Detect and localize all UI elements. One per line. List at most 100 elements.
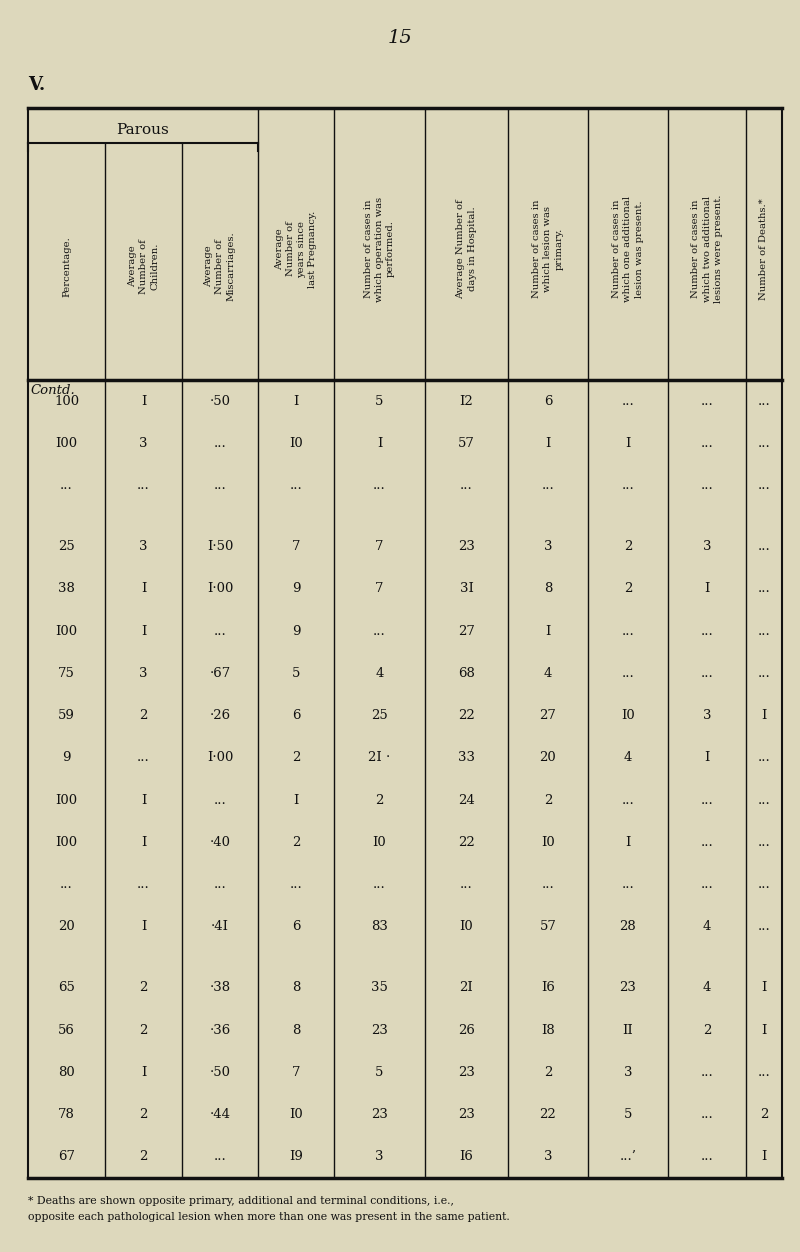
Text: 22: 22 xyxy=(458,836,475,849)
Text: 38: 38 xyxy=(58,582,75,596)
Text: 2: 2 xyxy=(703,1024,711,1037)
Text: 3: 3 xyxy=(139,667,148,680)
Text: 5: 5 xyxy=(375,1065,384,1079)
Text: ...: ... xyxy=(701,480,714,492)
Text: I: I xyxy=(141,1065,146,1079)
Text: 27: 27 xyxy=(539,709,557,722)
Text: 5: 5 xyxy=(375,394,384,408)
Text: I: I xyxy=(762,982,766,994)
Text: 65: 65 xyxy=(58,982,75,994)
Text: 25: 25 xyxy=(371,709,388,722)
Text: I00: I00 xyxy=(55,794,78,806)
Text: Number of cases in
which one additional
lesion was present.: Number of cases in which one additional … xyxy=(613,197,643,302)
Text: ...: ... xyxy=(758,878,770,891)
Text: ·50: ·50 xyxy=(210,394,230,408)
Text: 2: 2 xyxy=(624,541,632,553)
Text: 2: 2 xyxy=(292,751,300,765)
Text: ·44: ·44 xyxy=(210,1108,230,1122)
Text: 3: 3 xyxy=(624,1065,632,1079)
Text: 24: 24 xyxy=(458,794,475,806)
Text: ...: ... xyxy=(758,751,770,765)
Text: ...: ... xyxy=(214,878,226,891)
Text: ...: ... xyxy=(758,920,770,933)
Text: I6: I6 xyxy=(459,1151,474,1163)
Text: 78: 78 xyxy=(58,1108,75,1122)
Text: Average
Number of
Miscarriages.: Average Number of Miscarriages. xyxy=(205,232,235,302)
Text: I·00: I·00 xyxy=(207,582,233,596)
Text: II: II xyxy=(622,1024,634,1037)
Text: ...: ... xyxy=(758,582,770,596)
Text: 2: 2 xyxy=(139,1024,148,1037)
Text: 2: 2 xyxy=(760,1108,768,1122)
Text: 9: 9 xyxy=(292,582,300,596)
Text: ...: ... xyxy=(701,667,714,680)
Text: 2: 2 xyxy=(292,836,300,849)
Text: I: I xyxy=(294,794,298,806)
Text: I: I xyxy=(546,625,550,637)
Text: 3: 3 xyxy=(139,541,148,553)
Text: ...: ... xyxy=(290,878,302,891)
Text: 2I ·: 2I · xyxy=(368,751,390,765)
Text: 59: 59 xyxy=(58,709,75,722)
Text: I: I xyxy=(762,709,766,722)
Text: 5: 5 xyxy=(624,1108,632,1122)
Text: Number of cases in
which lesion was
primary.: Number of cases in which lesion was prim… xyxy=(533,200,563,298)
Text: 33: 33 xyxy=(458,751,475,765)
Text: ...: ... xyxy=(214,794,226,806)
Text: Percentage.: Percentage. xyxy=(62,237,71,297)
Text: I00: I00 xyxy=(55,625,78,637)
Text: ·4I: ·4I xyxy=(211,920,229,933)
Text: 5: 5 xyxy=(292,667,300,680)
Text: ·38: ·38 xyxy=(210,982,230,994)
Text: ...: ... xyxy=(701,394,714,408)
Text: 28: 28 xyxy=(620,920,636,933)
Text: 4: 4 xyxy=(703,920,711,933)
Text: ...: ... xyxy=(758,794,770,806)
Text: 2: 2 xyxy=(139,1151,148,1163)
Text: I2: I2 xyxy=(460,394,474,408)
Text: I6: I6 xyxy=(541,982,555,994)
Text: ...: ... xyxy=(542,878,554,891)
Text: 2: 2 xyxy=(139,982,148,994)
Text: 23: 23 xyxy=(458,1108,475,1122)
Text: I: I xyxy=(141,920,146,933)
Text: I: I xyxy=(141,394,146,408)
Text: ...: ... xyxy=(137,751,150,765)
Text: I0: I0 xyxy=(541,836,555,849)
Text: 8: 8 xyxy=(544,582,552,596)
Text: 7: 7 xyxy=(375,582,384,596)
Text: 23: 23 xyxy=(371,1108,388,1122)
Text: 7: 7 xyxy=(375,541,384,553)
Text: ...: ... xyxy=(60,878,73,891)
Text: 4: 4 xyxy=(544,667,552,680)
Text: 23: 23 xyxy=(371,1024,388,1037)
Text: opposite each pathological lesion when more than one was present in the same pat: opposite each pathological lesion when m… xyxy=(28,1212,510,1222)
Text: V.: V. xyxy=(28,76,46,94)
Text: 20: 20 xyxy=(58,920,75,933)
Text: I0: I0 xyxy=(289,1108,303,1122)
Text: ...: ... xyxy=(542,480,554,492)
Text: 57: 57 xyxy=(458,437,475,449)
Text: I: I xyxy=(546,437,550,449)
Text: Number of cases in
which operation was
performed.: Number of cases in which operation was p… xyxy=(364,197,395,302)
Text: 2: 2 xyxy=(139,709,148,722)
Text: 35: 35 xyxy=(371,982,388,994)
Text: ...: ... xyxy=(758,667,770,680)
Text: ...: ... xyxy=(214,625,226,637)
Text: 68: 68 xyxy=(458,667,475,680)
Text: 20: 20 xyxy=(540,751,556,765)
Text: 57: 57 xyxy=(539,920,557,933)
Text: 22: 22 xyxy=(540,1108,556,1122)
Text: 25: 25 xyxy=(58,541,75,553)
Text: I0: I0 xyxy=(289,437,303,449)
Text: I: I xyxy=(704,582,710,596)
Text: ·26: ·26 xyxy=(210,709,230,722)
Text: ...: ... xyxy=(373,878,386,891)
Text: 4: 4 xyxy=(624,751,632,765)
Text: Number of Deaths.*: Number of Deaths.* xyxy=(759,198,769,300)
Text: I: I xyxy=(294,394,298,408)
Text: I00: I00 xyxy=(55,437,78,449)
Text: I·50: I·50 xyxy=(207,541,233,553)
Text: Average Number of
days in Hospital.: Average Number of days in Hospital. xyxy=(457,199,477,299)
Text: ...: ... xyxy=(373,625,386,637)
